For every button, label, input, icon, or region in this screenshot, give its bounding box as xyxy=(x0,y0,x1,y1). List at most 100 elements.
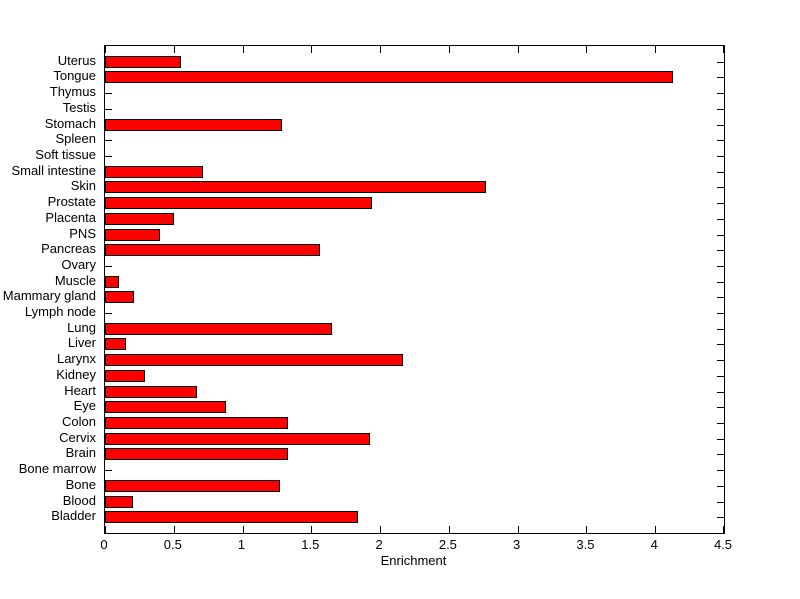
y-tick-label: Skin xyxy=(70,178,96,194)
plot-area xyxy=(104,45,725,534)
y-tick-mark-right xyxy=(717,328,724,330)
y-tick-label: Placenta xyxy=(45,209,96,225)
x-tick-mark-top xyxy=(173,46,175,53)
x-tick-label: 4 xyxy=(650,537,658,552)
bar-lung xyxy=(105,322,332,335)
y-tick-label: Liver xyxy=(67,335,96,351)
bar-pns xyxy=(105,228,161,241)
bar-pancreas xyxy=(105,244,320,257)
bar-tongue xyxy=(105,71,674,84)
y-tick-mark-right xyxy=(717,485,724,487)
y-tick-mark-right xyxy=(717,470,724,472)
bar-brain xyxy=(105,448,288,461)
y-tick-label: Pancreas xyxy=(41,241,96,257)
y-tick-mark-left xyxy=(105,108,112,110)
x-tick-mark-top xyxy=(586,46,588,53)
x-tick-mark-top xyxy=(723,46,724,53)
bar-colon xyxy=(105,417,288,430)
x-tick-mark-bottom xyxy=(448,526,450,533)
x-tick-label: 3 xyxy=(513,537,521,552)
bar-skin xyxy=(105,181,487,194)
x-tick-mark-bottom xyxy=(655,526,657,533)
x-tick-label: 4.5 xyxy=(713,537,733,552)
x-tick-label: 0 xyxy=(100,537,108,552)
y-tick-mark-right xyxy=(717,423,724,425)
x-tick-label: 0.5 xyxy=(163,537,182,552)
y-tick-label: Stomach xyxy=(44,115,96,131)
y-tick-mark-left xyxy=(105,265,112,267)
y-tick-label: Prostate xyxy=(47,194,96,210)
y-tick-label: Mammary gland xyxy=(2,288,96,304)
y-tick-mark-right xyxy=(717,61,724,63)
y-tick-label: Small intestine xyxy=(11,162,96,178)
y-tick-label: Spleen xyxy=(55,131,96,147)
x-tick-label: 1.5 xyxy=(301,537,320,552)
bar-prostate xyxy=(105,197,372,210)
y-tick-label: Ovary xyxy=(61,256,96,272)
y-tick-label: Blood xyxy=(62,492,96,508)
x-tick-label: 2 xyxy=(375,537,383,552)
y-tick-label: Testis xyxy=(62,99,96,115)
y-tick-mark-left xyxy=(105,93,112,95)
bar-blood xyxy=(105,495,133,508)
y-tick-mark-left xyxy=(105,313,112,315)
y-tick-label: Uterus xyxy=(57,52,96,68)
y-tick-label: Larynx xyxy=(56,351,96,367)
y-tick-label: Bone marrow xyxy=(18,461,96,477)
y-tick-mark-right xyxy=(717,344,724,346)
y-tick-mark-right xyxy=(717,140,724,142)
y-tick-label: Soft tissue xyxy=(35,146,96,162)
y-tick-mark-right xyxy=(717,454,724,456)
bar-stomach xyxy=(105,118,283,131)
y-tick-mark-right xyxy=(717,108,724,110)
y-tick-mark-right xyxy=(717,391,724,393)
x-tick-mark-bottom xyxy=(723,526,724,533)
y-tick-label: Bladder xyxy=(51,508,96,524)
y-tick-mark-right xyxy=(717,360,724,362)
y-tick-mark-left xyxy=(105,140,112,142)
bar-mammary-gland xyxy=(105,291,134,304)
y-tick-label: Thymus xyxy=(49,84,96,100)
bar-small-intestine xyxy=(105,165,203,178)
x-axis-title: Enrichment xyxy=(380,553,447,568)
y-tick-mark-right xyxy=(717,297,724,299)
x-tick-mark-top xyxy=(380,46,382,53)
bar-eye xyxy=(105,401,227,414)
x-tick-mark-top xyxy=(448,46,450,53)
y-tick-label: Cervix xyxy=(59,429,96,445)
y-tick-mark-right xyxy=(717,501,724,503)
bar-bladder xyxy=(105,511,359,524)
y-tick-label: Heart xyxy=(64,382,96,398)
y-tick-mark-right xyxy=(717,124,724,126)
x-tick-mark-top xyxy=(105,46,106,53)
x-tick-label: 3.5 xyxy=(576,537,595,552)
y-tick-label: PNS xyxy=(69,225,96,241)
x-tick-mark-top xyxy=(655,46,657,53)
y-tick-label: Colon xyxy=(62,414,96,430)
y-tick-mark-left xyxy=(105,470,112,472)
x-tick-mark-bottom xyxy=(105,526,106,533)
x-tick-mark-bottom xyxy=(311,526,313,533)
y-tick-mark-right xyxy=(717,375,724,377)
x-tick-mark-top xyxy=(311,46,313,53)
y-tick-mark-right xyxy=(717,517,724,519)
x-tick-mark-bottom xyxy=(173,526,175,533)
y-tick-label: Muscle xyxy=(54,272,96,288)
y-tick-mark-right xyxy=(717,93,724,95)
bar-muscle xyxy=(105,275,119,288)
bar-liver xyxy=(105,338,126,351)
y-tick-mark-right xyxy=(717,265,724,267)
bar-kidney xyxy=(105,369,145,382)
x-tick-mark-bottom xyxy=(242,526,244,533)
y-tick-label: Bone xyxy=(65,476,96,492)
bar-bone xyxy=(105,479,280,492)
x-tick-mark-bottom xyxy=(380,526,382,533)
y-tick-label: Lung xyxy=(67,319,96,335)
x-tick-label: 1 xyxy=(237,537,246,552)
x-tick-mark-top xyxy=(517,46,519,53)
bar-cervix xyxy=(105,432,371,445)
y-tick-mark-right xyxy=(717,407,724,409)
y-tick-mark-right xyxy=(717,155,724,157)
y-tick-mark-right xyxy=(717,313,724,315)
x-tick-label: 2.5 xyxy=(438,537,457,552)
